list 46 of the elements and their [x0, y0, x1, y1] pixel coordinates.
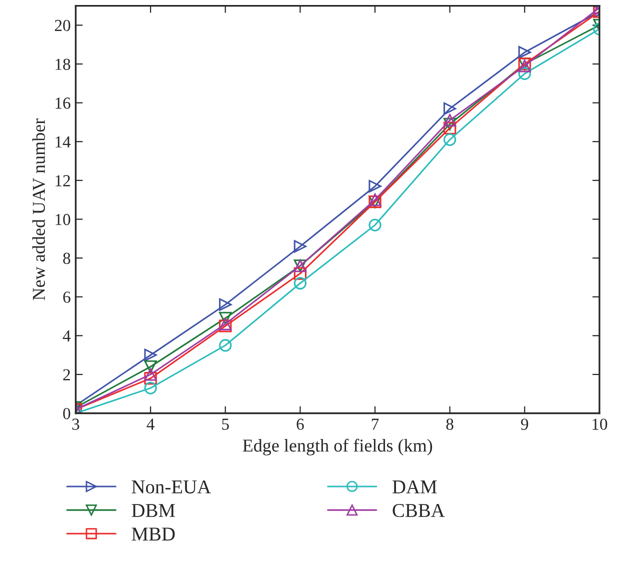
point [368, 180, 382, 193]
x-tick-label: 7 [372, 418, 379, 430]
x-tick-label: 9 [521, 418, 528, 430]
point [219, 298, 232, 311]
legend-label: Non-EUA [132, 480, 211, 494]
point [518, 67, 531, 80]
point [368, 218, 382, 232]
point [144, 368, 157, 381]
legend-label: MBD [132, 528, 175, 541]
point [219, 312, 232, 325]
x-axis-title: Edge length of fields (km) [242, 438, 432, 456]
point [443, 122, 456, 134]
y-tick-label: 0 [63, 408, 70, 420]
point [144, 360, 157, 374]
point [144, 348, 157, 362]
x-tick-label: 6 [296, 418, 304, 430]
y-tick-label: 12 [56, 175, 70, 186]
point [294, 276, 306, 290]
x-tick-label: 3 [72, 418, 80, 430]
point [294, 267, 306, 280]
y-tick-label: 4 [62, 330, 71, 342]
point [443, 102, 456, 115]
y-tick-label: 14 [56, 136, 71, 148]
legend-label: DAM [392, 480, 437, 494]
x-tick-label: 10 [592, 418, 608, 430]
point [443, 133, 456, 146]
y-tick-label: 10 [56, 214, 70, 226]
y-tick-label: 2 [63, 369, 70, 380]
point [518, 46, 531, 59]
y-tick-label: 8 [63, 252, 70, 264]
point [294, 240, 306, 253]
legend-label: CBBA [392, 504, 445, 518]
x-tick-label: 5 [222, 418, 229, 430]
y-tick-label: 20 [54, 20, 70, 32]
point [144, 382, 157, 394]
point [219, 339, 232, 352]
legend-label: DBM [132, 504, 175, 517]
point [443, 114, 456, 127]
y-axis-title: New added UAV number [32, 118, 46, 300]
x-tick-label: 4 [146, 418, 154, 430]
point [443, 118, 456, 130]
y-tick-label: 18 [56, 58, 70, 70]
y-tick-label: 6 [63, 292, 70, 303]
x-tick-label: 8 [446, 418, 454, 430]
point [144, 372, 157, 385]
y-tick-label: 16 [56, 98, 70, 109]
